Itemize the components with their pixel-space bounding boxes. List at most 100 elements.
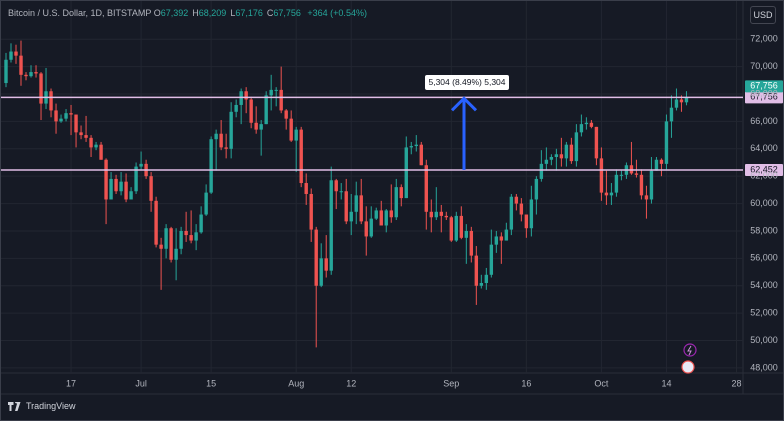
currency-button[interactable]: USD xyxy=(750,6,776,24)
brand-logo xyxy=(8,401,21,411)
candle-body xyxy=(344,191,348,222)
candle-body xyxy=(244,91,248,100)
x-tick-label: 15 xyxy=(206,378,216,388)
event-icon-bolt xyxy=(687,345,692,356)
candle-body xyxy=(379,210,383,226)
candle-body xyxy=(99,144,103,160)
candle-body xyxy=(224,147,228,149)
x-tick-label: Jul xyxy=(135,378,147,388)
candle-body xyxy=(679,99,684,103)
candle-body xyxy=(539,163,544,179)
ohlc-value: 67,392 xyxy=(160,8,189,18)
change: +364 (+0.54%) xyxy=(307,8,367,18)
candle-body xyxy=(84,135,88,138)
candle-body xyxy=(374,210,378,219)
candle-body xyxy=(214,133,218,140)
candle-body xyxy=(34,72,38,74)
candle-body xyxy=(39,73,43,104)
y-tick-label: 54,000 xyxy=(750,280,778,290)
candle-body xyxy=(359,195,363,222)
candle-body xyxy=(19,55,23,75)
candle-body xyxy=(454,215,459,241)
brand[interactable]: TradingView xyxy=(8,401,76,411)
candle-body xyxy=(564,144,569,159)
candle-body xyxy=(174,248,178,260)
candle-body xyxy=(489,244,494,275)
legend-header: Bitcoin / U.S. Dollar, 1D, BITSTAMP O67,… xyxy=(8,8,371,18)
candle-body xyxy=(294,129,298,141)
candle-body xyxy=(464,230,469,238)
candle-body xyxy=(639,174,644,196)
candle-body xyxy=(269,89,273,96)
candle-body xyxy=(204,192,208,215)
candle-body xyxy=(284,110,288,119)
y-tick-label: 72,000 xyxy=(750,34,778,44)
candle-body xyxy=(24,74,28,77)
candle-body xyxy=(619,174,624,176)
measure-arrow-head xyxy=(450,96,478,112)
candle-body xyxy=(59,118,63,122)
candle-body xyxy=(579,124,584,133)
candle-body xyxy=(674,99,679,108)
candle-body xyxy=(559,154,564,159)
candle-body xyxy=(219,133,223,148)
candle-body xyxy=(599,158,604,193)
candle-body xyxy=(289,118,293,141)
candle-body xyxy=(659,159,664,164)
candle-body xyxy=(394,187,398,218)
x-tick-label: Sep xyxy=(443,378,459,388)
candle-body xyxy=(9,51,13,60)
candle-body xyxy=(409,146,413,148)
y-tick-label: 56,000 xyxy=(750,253,778,263)
candle-body xyxy=(89,137,93,148)
overlays: 67,756 62,452 67,756 5,304 (8.49%) 5,304 xyxy=(1,75,783,176)
y-tick-label: 58,000 xyxy=(750,225,778,235)
candle-body xyxy=(484,274,489,284)
candle-body xyxy=(369,218,373,237)
candle-body xyxy=(604,192,609,196)
candle-body xyxy=(239,91,243,105)
candle-body xyxy=(649,170,654,200)
price-label: 62,452 xyxy=(750,164,778,174)
candle-body xyxy=(74,114,78,133)
candle-body xyxy=(49,91,53,111)
candle-body xyxy=(329,180,333,271)
candle-body xyxy=(94,144,98,148)
candle-body xyxy=(304,183,308,194)
candle-body xyxy=(354,195,358,212)
x-tick-label: 17 xyxy=(66,378,76,388)
candle-body xyxy=(514,196,519,204)
candle-body xyxy=(499,236,504,241)
y-tick-label: 50,000 xyxy=(750,335,778,345)
flag-icon[interactable] xyxy=(681,360,695,374)
candle-body xyxy=(104,159,108,200)
candle-body xyxy=(459,215,464,238)
ohlc-key: O xyxy=(153,8,161,18)
candle-body xyxy=(234,104,238,112)
candle-body xyxy=(209,139,213,193)
candle-body xyxy=(279,89,283,111)
candle-body xyxy=(349,211,353,222)
candle-body xyxy=(309,193,313,230)
candle-body xyxy=(429,211,433,218)
y-tick-label: 64,000 xyxy=(750,143,778,153)
candle-body xyxy=(259,124,263,130)
candle-body xyxy=(384,210,388,226)
candle-body xyxy=(529,199,534,229)
candle-body xyxy=(474,255,479,286)
ohlc-key: C xyxy=(266,8,274,18)
candle-body xyxy=(14,51,18,56)
candle-body xyxy=(609,192,614,196)
candle-body xyxy=(319,258,323,286)
candle-body xyxy=(644,195,649,200)
candle-body xyxy=(544,159,549,164)
ohlc-value: 67,176 xyxy=(235,8,263,18)
x-tick-label: 16 xyxy=(521,378,531,388)
event-icon[interactable] xyxy=(683,343,697,357)
candle-body xyxy=(684,97,689,103)
candle-body xyxy=(134,166,138,192)
candle-body xyxy=(419,144,423,166)
candle-body xyxy=(509,196,514,230)
candle-body xyxy=(584,122,589,125)
brand-name: TradingView xyxy=(26,401,76,411)
